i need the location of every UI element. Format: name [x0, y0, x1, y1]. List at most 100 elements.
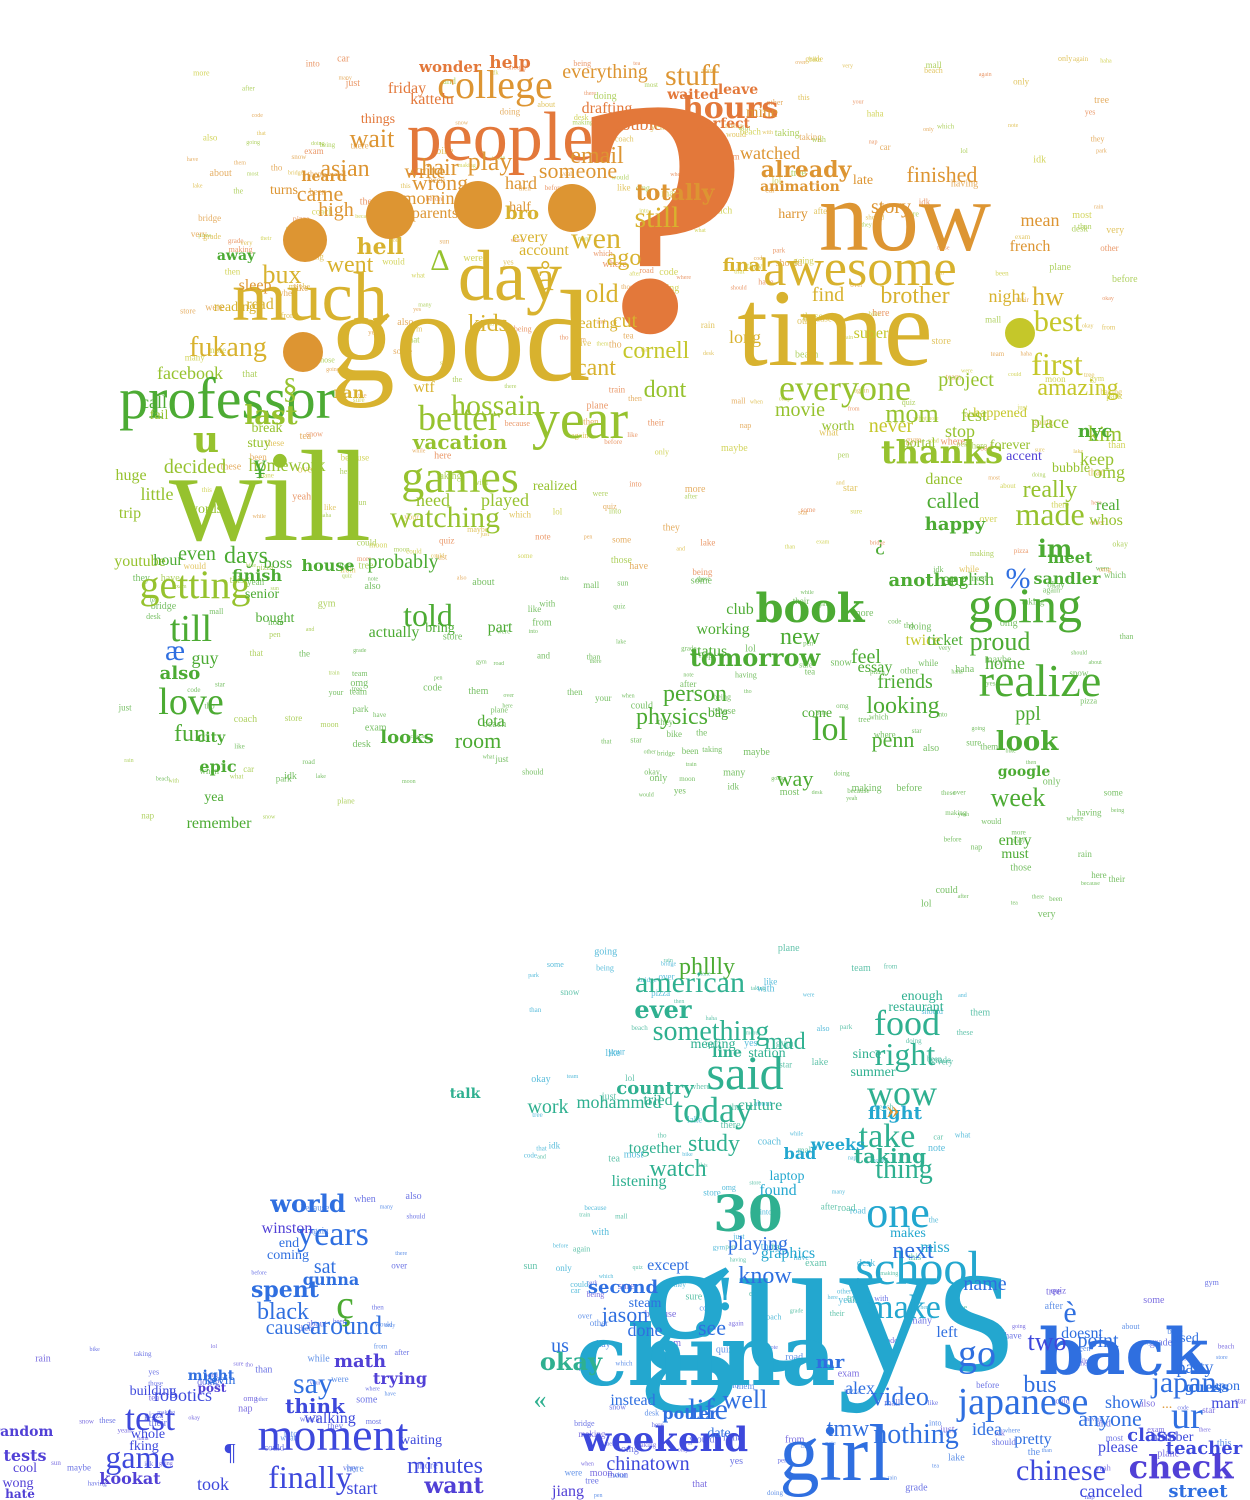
filler-word: into [639, 209, 648, 215]
word-flight: flight [868, 1103, 923, 1124]
filler-word: where [965, 441, 987, 451]
word-status: status [691, 643, 727, 660]
filler-word: from [374, 1342, 388, 1350]
filler-word: been [250, 452, 267, 462]
filler-word: tea [150, 596, 159, 604]
word-write: write [404, 161, 445, 183]
filler-word: what [230, 773, 244, 781]
filler-word: exam [365, 723, 387, 734]
filler-word: having [735, 670, 757, 679]
word-bought: bought [256, 611, 295, 626]
filler-word: idk [995, 1428, 1005, 1437]
filler-word: this [401, 182, 411, 190]
word-think: think [285, 1394, 346, 1418]
word-kookat: kookat [99, 1469, 161, 1488]
filler-word: because [341, 452, 369, 462]
filler-word: would [382, 257, 405, 267]
filler-word: rain [888, 1475, 897, 1481]
word-reading: reading [214, 300, 256, 315]
filler-word: code [659, 267, 678, 278]
filler-word: your [404, 513, 419, 522]
filler-word: lol [960, 147, 967, 155]
filler-word: plane [337, 797, 355, 806]
filler-word: after [685, 493, 698, 501]
filler-word: there [721, 1120, 742, 1131]
filler-word: desk [146, 612, 161, 621]
filler-word: snow [831, 658, 853, 669]
word-mine: mine [746, 104, 778, 121]
filler-word: them [980, 742, 998, 752]
filler-word: exam [805, 1258, 827, 1269]
word-mom: mom [885, 399, 938, 428]
filler-word: sun [817, 708, 827, 716]
filler-word: their [830, 1309, 845, 1318]
filler-word: that [692, 1479, 707, 1490]
filler-word: note [368, 577, 379, 583]
word-found: found [759, 1182, 796, 1199]
filler-word: with [168, 778, 179, 784]
word-portal: portal [903, 436, 936, 451]
filler-word: the [696, 728, 707, 738]
filler-word: taking [437, 471, 462, 482]
word-video: video [871, 1382, 929, 1411]
filler-word: desk [1072, 223, 1089, 233]
word-instead: instead [610, 1392, 655, 1409]
word-facebook: facebook [157, 363, 223, 383]
word-totally: totally [636, 180, 716, 206]
filler-word: other [900, 665, 919, 675]
filler-word: while [790, 1132, 804, 1138]
word-awesome: awesome [763, 240, 956, 297]
word-said: said [706, 1047, 783, 1100]
word-bring: bring [425, 621, 455, 636]
word-home: home [985, 653, 1025, 673]
filler-word: having [951, 179, 978, 190]
filler-word: which [615, 1360, 633, 1368]
filler-word: tea [633, 61, 640, 67]
filler-word: tree [585, 1476, 599, 1486]
filler-word: note [1008, 123, 1019, 129]
word-omg: omg [1093, 462, 1125, 482]
filler-word: could [1052, 1397, 1070, 1406]
filler-word: just [1016, 403, 1027, 411]
filler-word: what [913, 414, 927, 422]
filler-word: more [208, 345, 227, 355]
filler-word: could [406, 547, 422, 555]
filler-word: what [613, 1472, 627, 1480]
word-kattelu: kattelu [410, 91, 454, 108]
filler-word: from [281, 311, 297, 320]
filler-word: the [929, 1216, 939, 1225]
word-things: things [361, 112, 395, 127]
word-want: want [423, 1473, 484, 1499]
word-dance: dance [925, 471, 962, 488]
word-tried: tried [643, 1092, 672, 1109]
word-super: super [854, 325, 889, 342]
word-hair: hair [421, 155, 458, 181]
word-late: late [853, 173, 873, 188]
word-account: account [519, 242, 569, 259]
filler-word: their [605, 1442, 616, 1448]
word-around: around [310, 1311, 382, 1340]
filler-word: just [118, 703, 133, 713]
word-games: games [401, 451, 519, 502]
filler-word: yeah [651, 122, 670, 133]
filler-word: making [880, 1271, 898, 1277]
filler-word: code [524, 1151, 537, 1159]
filler-word: going [246, 140, 260, 146]
filler-word: other [1090, 519, 1105, 527]
filler-word: snow [1069, 668, 1089, 678]
filler-word: most [366, 1417, 382, 1426]
filler-word: been [1075, 1344, 1090, 1353]
filler-word: most [644, 81, 658, 89]
word-part: part [488, 619, 513, 636]
word-bag: bag [708, 706, 728, 721]
filler-word: gym [713, 1243, 726, 1251]
filler-word: before [545, 184, 563, 192]
filler-word: sure [906, 210, 920, 219]
filler-word: only [1043, 777, 1061, 788]
word-break: break [251, 421, 282, 436]
filler-word: this [202, 486, 212, 494]
filler-word: idk [491, 70, 499, 76]
word-trip: trip [119, 505, 141, 522]
filler-word: making [945, 809, 966, 817]
word-finally: finally [268, 1459, 352, 1495]
